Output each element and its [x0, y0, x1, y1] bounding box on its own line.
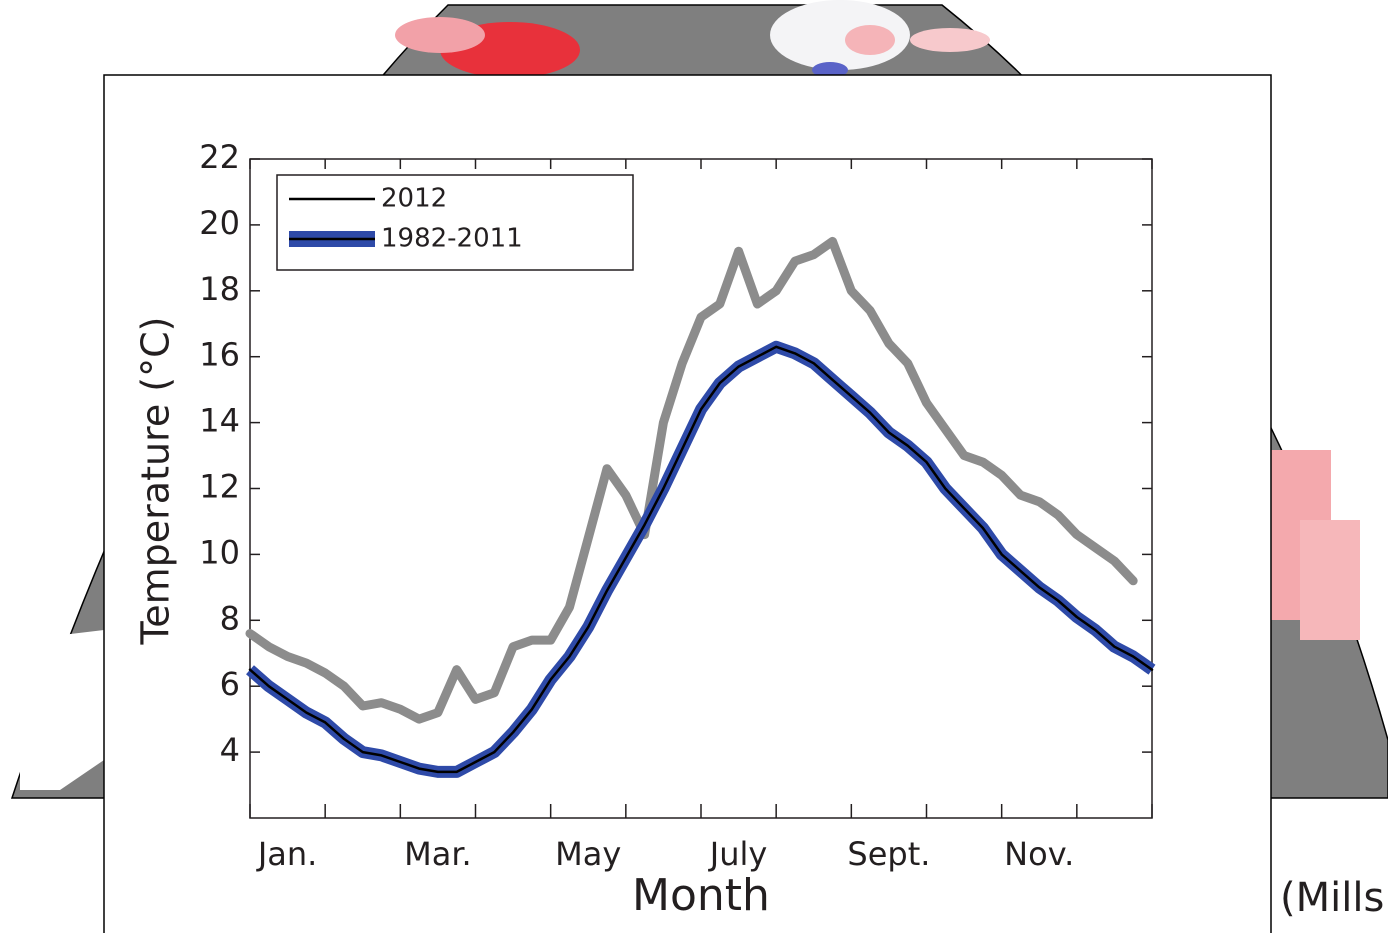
y-tick-label: 14 [199, 402, 240, 440]
legend-label: 2012 [381, 184, 447, 214]
y-tick-label: 12 [199, 468, 240, 506]
figure: 4 6 8 10 12 14 16 18 20 22 Jan. Mar. May July Sept. Nov… [0, 0, 1388, 933]
x-tick-label: July [708, 835, 768, 873]
y-tick-label: 6 [220, 665, 240, 703]
y-tick-label: 16 [199, 336, 240, 374]
y-tick-label: 20 [199, 204, 240, 242]
y-tick-label: 22 [199, 138, 240, 176]
x-tick-label: Sept. [847, 835, 930, 873]
y-tick-label: 10 [199, 533, 240, 571]
y-axis-label: Temperature (°C) [134, 317, 178, 646]
x-tick-label: Nov. [1004, 835, 1074, 873]
x-axis-label: Month [632, 870, 770, 921]
x-tick-label: Mar. [404, 835, 472, 873]
legend-label: 1982-2011 [381, 224, 523, 254]
legend-box [277, 175, 633, 270]
y-tick-label: 18 [199, 270, 240, 308]
page: {"chart_data": {"type": "line", "title":… [0, 0, 1388, 933]
y-tick-label: 8 [220, 599, 240, 637]
x-tick-label: Jan. [256, 835, 318, 873]
y-tick-label: 4 [220, 731, 240, 769]
x-tick-label: May [555, 835, 621, 873]
caption: (Mills [1280, 875, 1384, 921]
